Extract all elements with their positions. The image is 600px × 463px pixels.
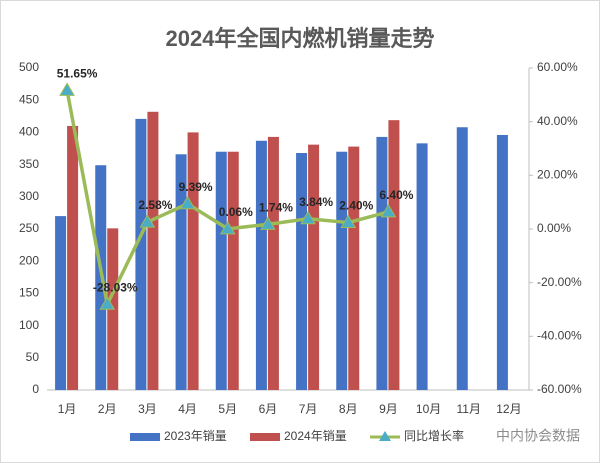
- marker: [99, 296, 116, 310]
- y2-tick-label: -20.00%: [537, 275, 582, 289]
- y2-tick-label: 20.00%: [537, 168, 578, 182]
- legend-swatch: [250, 433, 280, 441]
- x-tick-label: 9月: [379, 402, 398, 416]
- bar: [496, 134, 508, 390]
- y-tick-label: 450: [19, 92, 39, 106]
- bar: [456, 127, 468, 391]
- marker: [139, 214, 156, 228]
- x-tick-label: 11月: [457, 402, 481, 416]
- bar: [255, 140, 267, 390]
- data-label: 1.74%: [259, 201, 293, 215]
- y-tick-label: 100: [19, 318, 39, 332]
- bar: [416, 143, 428, 390]
- chart-title: 2024年全国内燃机销量走势: [166, 26, 435, 51]
- y-tick-label: 300: [19, 189, 39, 203]
- y-tick-label: 50: [26, 350, 40, 364]
- bar: [308, 144, 320, 390]
- bar: [336, 151, 348, 390]
- legend-label: 2023年销量: [164, 429, 227, 443]
- data-label: -28.03%: [93, 280, 138, 294]
- bar: [348, 146, 360, 390]
- data-label: 2.58%: [138, 198, 172, 212]
- y-tick-label: 400: [19, 125, 39, 139]
- x-tick-label: 10月: [416, 402, 441, 416]
- data-label: 6.40%: [379, 188, 413, 202]
- bar: [388, 120, 400, 390]
- x-tick-label: 1月: [58, 402, 77, 416]
- y2-tick-label: 40.00%: [537, 114, 578, 128]
- x-tick-label: 3月: [138, 402, 157, 416]
- y-tick-label: 250: [19, 221, 39, 235]
- x-tick-label: 12月: [496, 402, 521, 416]
- data-label: 9.39%: [179, 180, 213, 194]
- marker: [179, 195, 196, 210]
- data-label: 0.06%: [219, 205, 253, 219]
- legend-swatch: [130, 433, 160, 441]
- legend-label: 同比增长率: [404, 428, 464, 443]
- bar: [267, 136, 279, 390]
- data-label: 2.40%: [339, 199, 373, 213]
- bar: [215, 151, 227, 390]
- x-tick-label: 5月: [218, 402, 237, 416]
- y-tick-label: 150: [19, 286, 39, 300]
- x-tick-label: 7月: [299, 402, 318, 416]
- data-label: 51.65%: [57, 67, 98, 81]
- y2-tick-label: 0.00%: [537, 221, 571, 235]
- marker: [300, 210, 316, 225]
- y-tick-label: 350: [19, 157, 39, 171]
- bar: [296, 153, 308, 390]
- y2-tick-label: 60.00%: [537, 60, 578, 74]
- bar: [147, 111, 159, 391]
- marker: [219, 220, 236, 235]
- bar: [135, 118, 147, 390]
- data-label: 3.84%: [299, 195, 333, 209]
- x-tick-label: 6月: [259, 402, 278, 416]
- marker: [380, 203, 397, 218]
- bar: [376, 136, 388, 390]
- bar: [187, 132, 199, 390]
- marker: [340, 214, 357, 229]
- y2-tick-label: -60.00%: [537, 382, 582, 396]
- bar: [55, 216, 67, 390]
- bar: [67, 125, 79, 391]
- y-tick-label: 200: [19, 253, 39, 267]
- x-tick-label: 2月: [98, 402, 117, 416]
- y2-tick-label: -40.00%: [537, 329, 582, 343]
- legend-label: 2024年销量: [284, 429, 347, 443]
- y-tick-label: 500: [19, 60, 39, 74]
- marker: [260, 216, 276, 230]
- x-tick-label: 8月: [339, 402, 358, 416]
- watermark: 中内协会数据: [496, 428, 580, 444]
- legend-marker: [379, 431, 391, 441]
- marker: [59, 82, 75, 96]
- x-tick-label: 4月: [178, 402, 197, 416]
- bar: [227, 151, 239, 390]
- bar: [175, 154, 187, 390]
- y-tick-label: 0: [32, 382, 39, 396]
